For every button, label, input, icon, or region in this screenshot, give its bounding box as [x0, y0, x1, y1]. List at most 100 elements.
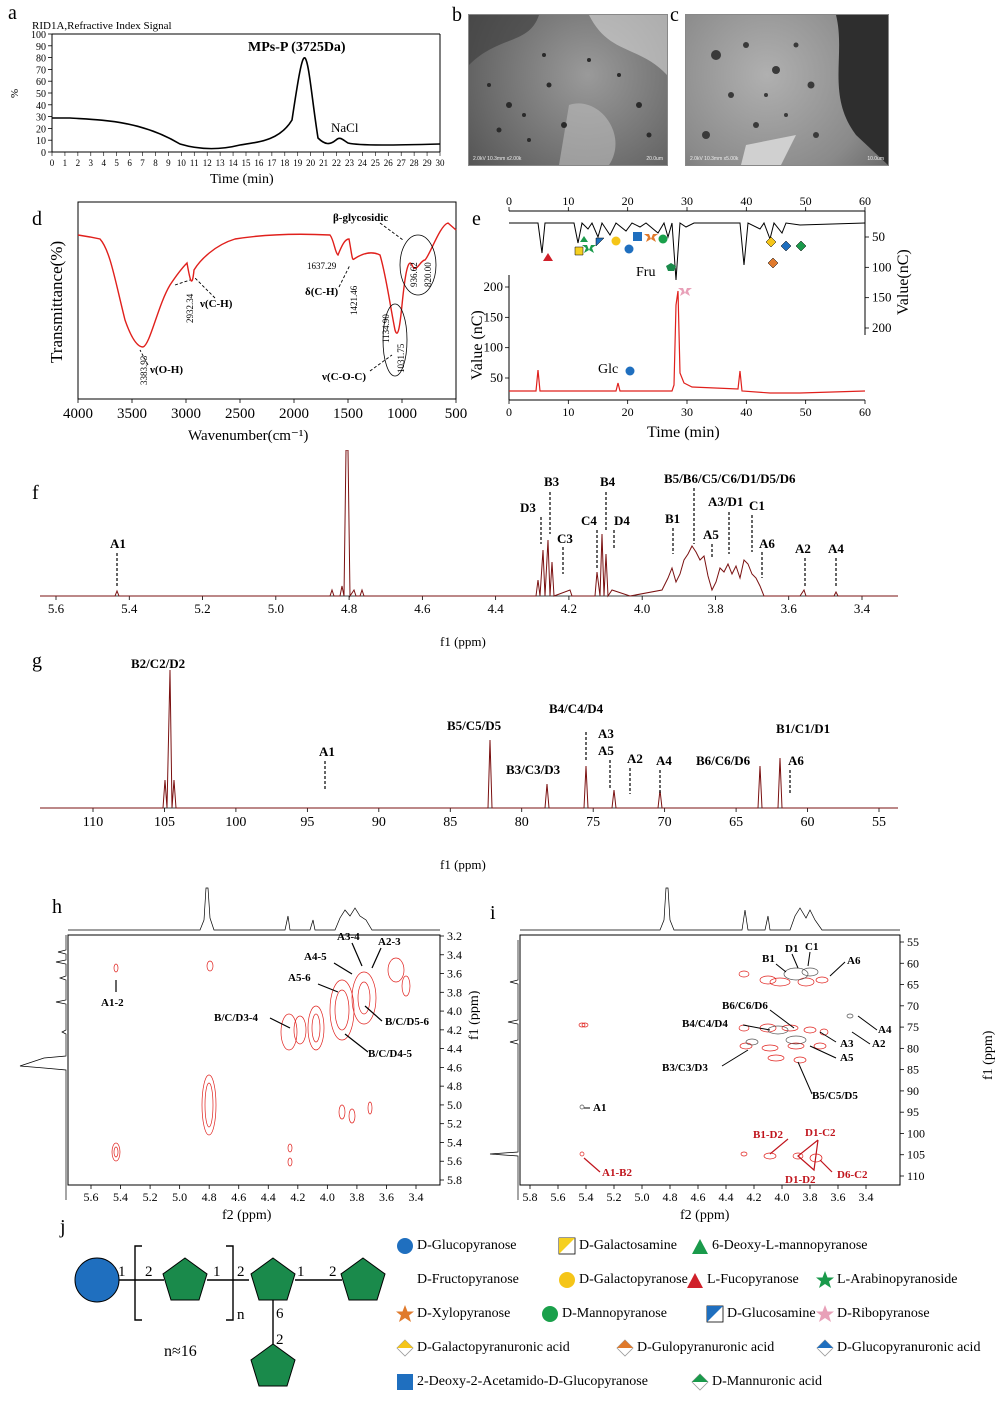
panel-label-i: i [490, 902, 496, 924]
polysaccharide-structure: 1 2 1 n 2 1 2 6 2 n≈16 [74, 1245, 386, 1387]
link-1a: 1 [118, 1264, 126, 1280]
hpaec-lefttick-0: 200 [484, 279, 504, 294]
hpaec-lefttick-1: 150 [484, 309, 504, 324]
gpc-header: RID1A,Refractive Index Signal [32, 20, 172, 32]
glucose-residue-icon [74, 1257, 120, 1303]
cosy-ytick-8: 4.8 [447, 1079, 462, 1093]
hsqc-ann-b5c5d5: B5/C5/D5 [812, 1090, 858, 1102]
hsqc-ytick-1: 60 [907, 956, 919, 970]
ftir-xtick-6: 1000 [387, 406, 417, 422]
panel-label-f: f [32, 482, 39, 504]
cosy-xtick-5: 4.6 [231, 1190, 246, 1204]
hsqc-ann-a2: A2 [872, 1038, 886, 1050]
h1-xtick-2: 5.2 [194, 601, 210, 616]
hsqc-x-ticks: 5.8 5.6 5.4 5.2 5.0 4.8 4.6 4.4 4.2 4.0 3.8 3.6 3.4 [523, 1185, 874, 1204]
hsqc-ytick-0: 55 [907, 935, 919, 949]
sem-b-info: 2.0kV 10.3mm x2.00k [473, 156, 522, 162]
ftir-peak-820: 820.00 [423, 262, 433, 287]
gpc-xtick-28: 28 [410, 158, 420, 168]
hpaec-toptick-5: 50 [800, 195, 812, 208]
hpaec-toptick-4: 40 [740, 195, 752, 208]
gpc-xtick-10: 10 [177, 158, 187, 168]
hsqc-xtick-4: 5.0 [635, 1190, 650, 1204]
legend-label: D-Galactopyranose [579, 1272, 688, 1287]
legend-label: D-Ribopyranose [837, 1306, 930, 1321]
hsqc-ytick-6: 85 [907, 1063, 919, 1077]
hsqc-ytick-4: 75 [907, 1020, 919, 1034]
link-2d: 2 [276, 1332, 284, 1348]
c13-annotations: B2/C2/D2 A1 B5/C5/D5 B3/C3/D3 B4/C4/D4 A… [131, 656, 830, 777]
gpc-xtick-24: 24 [358, 158, 368, 168]
cosy-ylabel: f1 (ppm) [467, 990, 480, 1040]
hsqc-ann-d1: D1 [785, 943, 798, 955]
ftir-x-ticks: 4000 3500 3000 2500 2000 1500 1000 500 [63, 399, 467, 422]
hpaec-toptick-6: 60 [859, 195, 871, 208]
sem-pores-c [702, 15, 888, 165]
legend-label: D-Gulopyranuronic acid [637, 1340, 775, 1355]
legend-label: 2-Deoxy-2-Acetamido-D-Glucopyranose [417, 1374, 648, 1389]
c13-ann-b4c4d4: B4/C4/D4 [549, 701, 604, 716]
h1-ann-c4: C4 [581, 513, 597, 528]
cosy-xlabel: f2 (ppm) [222, 1208, 272, 1223]
legend-label: 6-Deoxy-L-mannopyranose [712, 1238, 868, 1253]
legend-label: D-Glucopyranuronic acid [837, 1340, 981, 1355]
cosy-xtick-2: 5.2 [143, 1190, 158, 1204]
legend-label: D-Fructopyranose [417, 1272, 519, 1287]
c13-xtick-9: 65 [729, 815, 743, 830]
gpc-xtick-0: 0 [50, 158, 55, 168]
cosy-y-ticks: 3.2 3.4 3.6 3.8 4.0 4.2 4.4 4.6 4.8 5.0 5.2 5.4 5.6 5… [440, 929, 462, 1187]
fructose-terminal-icon [340, 1257, 386, 1301]
diamond-icon [691, 1373, 709, 1391]
h1-ann-c3: C3 [557, 531, 573, 546]
c13-xtick-6: 80 [515, 815, 529, 830]
h1-ann-a5: A5 [703, 527, 719, 542]
c13-spectrum [40, 669, 898, 809]
h1-xtick-7: 4.2 [561, 601, 577, 616]
c13-ann-b6c6d6: B6/C6/D6 [696, 753, 751, 768]
gpc-xtick-12: 12 [203, 158, 212, 168]
legend-item: D-Mannopyranose [540, 1304, 667, 1324]
c13-ann-a2: A2 [627, 751, 643, 766]
legend-item: D-Galactosamine [557, 1236, 677, 1256]
hsqc-xtick-11: 3.6 [831, 1190, 846, 1204]
star-icon [396, 1305, 414, 1322]
cosy-xtick-11: 3.4 [409, 1190, 424, 1204]
gpc-xtick-19: 19 [293, 158, 303, 168]
ftir-xtick-1: 3500 [117, 406, 147, 422]
legend-item: D-Ribopyranose [815, 1304, 930, 1324]
legend-item: D-Fructopyranose [395, 1270, 519, 1290]
ftir-ann-glyco: β-glycosidic [333, 212, 388, 224]
h1-ann-a3d1: A3/D1 [708, 494, 743, 509]
link-1b: 1 [213, 1264, 221, 1280]
gpc-ylabel: % [9, 89, 21, 98]
hsqc-ann-b4c4d4: B4/C4/D4 [682, 1018, 728, 1030]
h1-xtick-9: 3.8 [707, 601, 723, 616]
c13-x-ticks: 110 105 100 95 90 85 80 75 70 65 60 55 [83, 808, 886, 830]
h1-ann-b4: B4 [600, 474, 616, 489]
h1-ann-a1: A1 [110, 536, 126, 551]
ftir-xtick-7: 500 [445, 406, 468, 422]
gpc-xtick-25: 25 [371, 158, 381, 168]
gpc-ytick-10: 0 [41, 148, 46, 159]
legend-label: D-Glucosamine [727, 1306, 816, 1321]
c13-xtick-3: 95 [300, 815, 314, 830]
hpaec-right-ticks: 50 100 150 200 [865, 229, 892, 335]
gpc-x-ticks: 0 1 2 3 4 5 6 7 8 9 10 11 12 13 14 15 16 17 18 19 20 21 22 23 24… [50, 152, 445, 168]
ftir-ann-dch: δ(C-H) [305, 286, 339, 298]
cosy-ytick-9: 5.0 [447, 1098, 462, 1112]
h1-ann-a6: A6 [759, 536, 775, 551]
legend-item: 2-Deoxy-2-Acetamido-D-Glucopyranose [395, 1372, 648, 1392]
h1-xtick-3: 5.0 [268, 601, 284, 616]
hsqc-xtick-10: 3.8 [803, 1190, 818, 1204]
sem-c-scale: 10.0um [867, 156, 884, 162]
c13-ann-a6: A6 [788, 753, 804, 768]
triangle-icon [687, 1273, 703, 1288]
h1-xtick-10: 3.6 [781, 601, 798, 616]
hsqc-top-projection [520, 887, 900, 931]
cosy-xtick-6: 4.4 [261, 1190, 276, 1204]
link-2b: 2 [237, 1264, 245, 1280]
hpaec-standard-trace [509, 221, 866, 281]
legend-label: D-Galactopyranuronic acid [417, 1340, 570, 1355]
gpc-ytick-7: 30 [36, 113, 46, 124]
cosy-xtick-10: 3.6 [379, 1190, 394, 1204]
